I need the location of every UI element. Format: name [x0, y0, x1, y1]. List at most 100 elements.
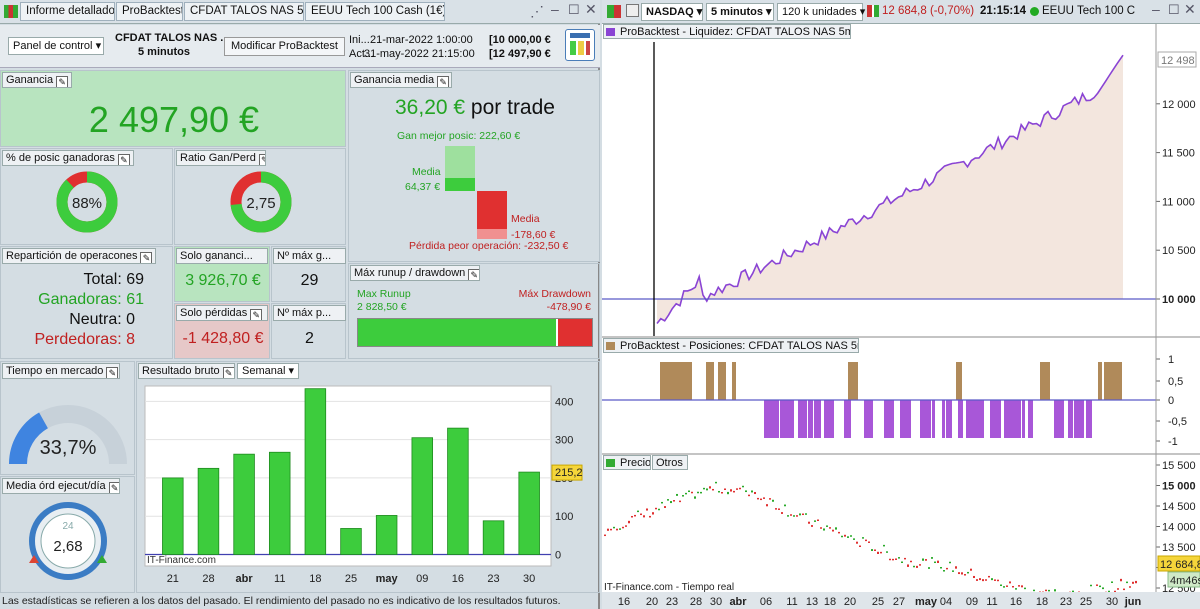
close-icon[interactable]: ✕: [585, 1, 597, 17]
long-position: [956, 362, 962, 400]
status-dot-icon: [1030, 7, 1039, 16]
price-candle: [799, 513, 801, 516]
price-candle: [883, 544, 885, 547]
tab-probacktest[interactable]: ProBacktest: [116, 2, 183, 21]
x-tick-label: 25: [345, 573, 357, 585]
max-losses-value: 2: [305, 330, 314, 347]
short-position: [946, 400, 952, 438]
win-pct-panel: % de posic ganadoras ✎ 88%: [0, 148, 173, 245]
wrench-icon[interactable]: ✎: [258, 154, 265, 165]
tab-informe[interactable]: Informe detallado: [20, 2, 115, 21]
x-axis: 16 20 23 28 30 abr 06 11 13 18 20 25 27 may 04 09 11 16 18…: [618, 596, 1142, 608]
price-candle: [916, 565, 918, 568]
countdown-value: 4m46s: [1170, 575, 1200, 587]
avg-orders-header: Media órd ejecut/día ✎: [2, 478, 120, 494]
price-candle: [931, 557, 933, 559]
short-position: [966, 400, 972, 438]
long-position: [848, 362, 858, 400]
x-axis-label: 30: [710, 596, 722, 608]
price-candle: [685, 492, 687, 495]
others-tab[interactable]: Otros: [652, 455, 688, 470]
price-candle: [658, 508, 660, 511]
avg-gain-panel: Ganancia media ✎ 36,20 € por trade Gan me…: [348, 70, 600, 262]
x-tick-label: 23: [487, 573, 499, 585]
end-label: Act...: [349, 48, 375, 60]
equity-last-value: 12 498: [1161, 55, 1195, 67]
x-axis-label: 20: [844, 596, 856, 608]
maximize-icon[interactable]: ☐: [568, 2, 580, 17]
only-losses-panel: Solo pérdidas ✎ -1 428,80 €: [174, 303, 270, 359]
price-candle: [670, 501, 672, 504]
price-candle: [823, 528, 825, 531]
tab-system[interactable]: CFDAT TALOS NAS 5m: [184, 2, 304, 21]
timeframe-select[interactable]: 5 minutos ▾: [706, 3, 774, 21]
price-tab[interactable]: Precio: [603, 455, 651, 470]
price-candle: [1111, 581, 1113, 583]
price-candle: [730, 489, 732, 492]
modify-button[interactable]: Modificar ProBacktest: [224, 37, 345, 56]
wrench-icon[interactable]: ✎: [56, 76, 69, 87]
wrench-icon[interactable]: ✎: [106, 367, 119, 378]
price-candle: [922, 558, 924, 561]
price-candle: [775, 508, 777, 510]
price-candle: [745, 490, 747, 493]
x-axis-label: 18: [1036, 596, 1048, 608]
instrument-name: EEUU Tech 100 C: [1042, 5, 1136, 17]
wrench-icon[interactable]: ✎: [117, 154, 130, 165]
bar: [268, 451, 291, 555]
minimize-icon[interactable]: –: [1152, 1, 1160, 17]
wrench-icon[interactable]: ✎: [250, 309, 263, 320]
panel-icon: [606, 28, 615, 36]
panel-select[interactable]: Panel de control ▾: [8, 37, 104, 55]
winner-ops: Ganadoras: 61: [38, 291, 144, 308]
link-icon[interactable]: [626, 4, 639, 17]
wrench-icon[interactable]: ✎: [468, 269, 479, 280]
x-tick-label: 21: [167, 573, 179, 585]
total-ops: Total: 69: [83, 271, 144, 288]
short-position: [1074, 400, 1081, 438]
price-candle: [607, 528, 609, 531]
price-candle: [853, 538, 855, 540]
price-candle: [766, 504, 768, 507]
price-candle: [1000, 584, 1002, 587]
short-position: [904, 400, 911, 438]
price-candle: [898, 557, 900, 559]
short-position: [801, 400, 807, 438]
price-candle: [868, 541, 870, 543]
price-brand: IT-Finance.com - Tiempo real: [604, 582, 734, 593]
wrench-icon[interactable]: ✎: [108, 482, 119, 493]
max-gains-panel: Nº máx g... 29: [271, 246, 346, 302]
close-icon[interactable]: ✕: [1184, 1, 1196, 17]
win-pct-donut: 88%: [56, 171, 118, 233]
avg-loss-bar-light: [477, 229, 507, 239]
price-candle: [895, 558, 897, 560]
bars-icon[interactable]: [867, 5, 879, 17]
short-position: [994, 400, 1001, 438]
tab-instrument[interactable]: EEUU Tech 100 Cash (1€): [305, 2, 445, 21]
instrument-select[interactable]: NASDAQ ▾: [641, 3, 703, 21]
wrench-icon[interactable]: ✎: [222, 367, 234, 378]
wrench-icon[interactable]: ✎: [437, 76, 450, 87]
chart-app-icon: [607, 5, 621, 18]
period-select[interactable]: Semanal ▾: [237, 363, 300, 379]
price-candle: [664, 506, 666, 508]
price-candle: [1120, 578, 1122, 582]
report-icon[interactable]: [565, 29, 595, 61]
price-candle: [1126, 581, 1128, 584]
price-candle: [754, 491, 756, 495]
time-market-gauge: 33,7%: [9, 405, 127, 465]
minimize-icon[interactable]: –: [551, 1, 559, 17]
wrench-icon[interactable]: ✎: [140, 252, 153, 263]
price-candle: [619, 528, 621, 530]
price-candle: [703, 487, 705, 490]
maximize-icon[interactable]: ☐: [1168, 2, 1180, 17]
positions-bars: [660, 362, 1122, 438]
price-candle: [712, 488, 714, 491]
price-candle: [811, 525, 813, 527]
price-candle: [877, 551, 879, 554]
media-win-label: Media: [412, 166, 441, 178]
units-select[interactable]: 120 k unidades ▾: [777, 3, 865, 21]
short-position: [884, 400, 891, 438]
price-candle: [955, 566, 957, 569]
share-icon[interactable]: ⋰: [530, 3, 544, 19]
